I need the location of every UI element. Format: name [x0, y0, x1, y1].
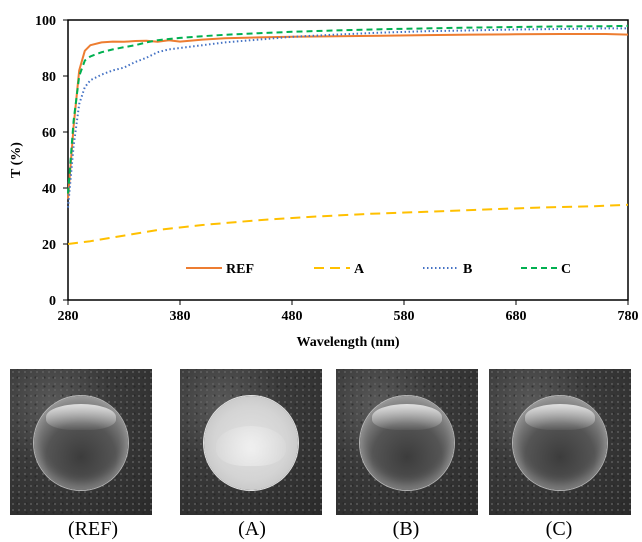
caption-c: (C) — [545, 518, 573, 540]
y-tick-label: 60 — [42, 126, 56, 141]
legend-label-b: B — [463, 262, 472, 277]
x-tick-label: 380 — [170, 309, 191, 324]
photo-c — [489, 369, 631, 515]
lens-b — [360, 396, 454, 490]
legend-label-a: A — [354, 262, 365, 277]
x-axis-title: Wavelength (nm) — [296, 335, 399, 350]
series-line-c — [67, 24, 629, 194]
caption-b: (B) — [392, 518, 420, 540]
plot-area — [67, 19, 629, 301]
y-axis-ticks: 0 20 40 60 80 100 — [35, 14, 68, 309]
series-line-a — [67, 203, 629, 245]
legend-label-c: C — [561, 262, 571, 277]
legend-label-ref: REF — [226, 262, 254, 277]
x-tick-label: 580 — [394, 309, 415, 324]
series-lines — [67, 24, 629, 245]
lens-ref — [34, 396, 128, 490]
y-tick-label: 0 — [49, 294, 56, 309]
series-line-b — [67, 27, 628, 208]
plot-frame — [67, 19, 629, 301]
y-tick-label: 80 — [42, 70, 56, 85]
transmittance-chart: 280 380 480 580 680 780 0 20 40 60 80 100 REF A B C W… — [9, 14, 639, 350]
photo-b — [336, 369, 478, 515]
x-tick-label: 480 — [282, 309, 303, 324]
series-line-ref — [67, 33, 629, 200]
photo-a — [180, 369, 322, 515]
y-tick-label: 20 — [42, 238, 56, 253]
x-axis-ticks: 280 380 480 580 680 780 — [58, 300, 639, 324]
x-tick-label: 780 — [618, 309, 639, 324]
lens-a — [204, 396, 298, 490]
y-axis-title: T (%) — [9, 142, 24, 178]
lens-c — [513, 396, 607, 490]
y-tick-label: 100 — [35, 14, 56, 29]
caption-a: (A) — [238, 518, 266, 540]
legend: REF A B C — [186, 262, 571, 277]
x-tick-label: 280 — [58, 309, 79, 324]
x-tick-label: 680 — [506, 309, 527, 324]
caption-ref: (REF) — [68, 518, 118, 540]
y-tick-label: 40 — [42, 182, 56, 197]
photo-ref — [10, 369, 152, 515]
